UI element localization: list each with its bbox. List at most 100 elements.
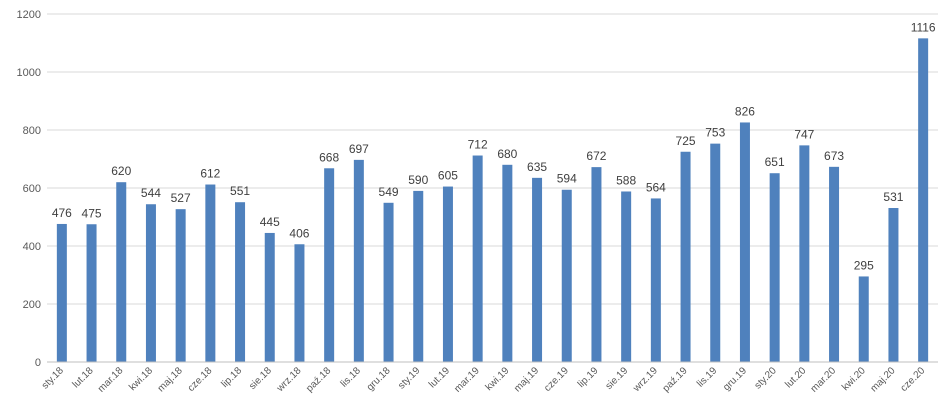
- bar: [175, 209, 186, 362]
- data-label: 445: [260, 215, 280, 229]
- data-label: 673: [824, 149, 844, 163]
- y-tick-label: 800: [23, 125, 41, 137]
- x-tick-label: paź.19: [661, 365, 690, 394]
- x-tick-label: sty.18: [40, 365, 66, 391]
- data-label: 612: [200, 167, 220, 181]
- y-tick-label: 1200: [17, 9, 41, 21]
- x-tick-label: lip.19: [576, 365, 601, 390]
- bar: [918, 38, 929, 363]
- x-tick-label: mar.18: [96, 365, 126, 395]
- x-axis-ticks: sty.18 lut.18 mar.18 kwi.18 maj.18 cze.18 lip.…: [40, 365, 928, 395]
- bar: [116, 182, 127, 362]
- bar: [383, 202, 394, 362]
- data-label: 1116: [911, 20, 936, 34]
- bar: [264, 232, 275, 362]
- x-tick-label: gru.18: [365, 365, 393, 393]
- bar: [205, 184, 216, 362]
- x-tick-label: mar.20: [809, 365, 839, 395]
- gridlines: [47, 13, 938, 305]
- x-tick-label: wrz.18: [274, 365, 304, 395]
- bar: [591, 167, 602, 362]
- bar: [235, 202, 246, 362]
- data-label: 826: [735, 104, 755, 118]
- x-tick-label: lut.19: [427, 365, 452, 390]
- data-label: 475: [82, 206, 102, 220]
- bar: [472, 155, 483, 362]
- x-tick-label: maj.20: [869, 365, 898, 394]
- bar: [56, 223, 67, 362]
- data-label: 651: [765, 155, 785, 169]
- bar: [413, 190, 424, 362]
- data-label: 620: [111, 164, 131, 178]
- x-tick-label: sty.19: [396, 365, 422, 391]
- data-label: 531: [883, 190, 903, 204]
- y-tick-label: 400: [23, 241, 41, 253]
- data-label: 605: [438, 169, 458, 183]
- data-label: 635: [527, 160, 547, 174]
- bars: [56, 38, 929, 363]
- bar: [324, 168, 335, 362]
- bar: [442, 186, 453, 362]
- data-labels: 476 475 620 544 527 612 551 445 406 668 697 549 590 6…: [52, 20, 936, 272]
- data-label: 747: [794, 127, 814, 141]
- bar: [561, 189, 572, 362]
- x-tick-label: cze.19: [542, 365, 571, 394]
- data-label: 588: [616, 173, 636, 187]
- x-tick-label: sty.20: [753, 365, 779, 391]
- data-label: 680: [497, 147, 517, 161]
- x-tick-label: paź.18: [304, 365, 333, 394]
- data-label: 476: [52, 206, 72, 220]
- y-tick-label: 200: [23, 299, 41, 311]
- y-tick-label: 1000: [17, 67, 41, 79]
- x-tick-label: wrz.19: [631, 365, 661, 395]
- bar: [650, 198, 661, 362]
- data-label: 672: [586, 149, 606, 163]
- x-tick-label: kwi.19: [484, 365, 512, 393]
- bar: [888, 208, 899, 362]
- data-label: 295: [854, 258, 874, 272]
- data-label: 753: [705, 126, 725, 140]
- x-tick-label: sie.19: [604, 365, 631, 392]
- bar: [86, 224, 97, 362]
- data-label: 549: [379, 185, 399, 199]
- x-tick-label: kwi.20: [840, 365, 868, 393]
- data-label: 712: [468, 138, 488, 152]
- bar: [532, 177, 543, 362]
- data-label: 697: [349, 142, 369, 156]
- x-tick-label: sie.18: [247, 365, 274, 392]
- x-tick-label: lut.20: [783, 365, 808, 390]
- data-label: 527: [171, 191, 191, 205]
- bar: [294, 244, 305, 362]
- y-axis-ticks: 0 200 400 600 800 1000 1200: [17, 9, 41, 369]
- y-tick-label: 0: [35, 357, 41, 369]
- bar: [739, 122, 750, 363]
- x-tick-label: cze.20: [899, 365, 928, 394]
- bar: [799, 145, 810, 362]
- bar: [769, 173, 780, 362]
- bar: [353, 159, 364, 362]
- data-label: 725: [676, 134, 696, 148]
- data-label: 551: [230, 184, 250, 198]
- bar: [680, 151, 691, 362]
- bar: [621, 191, 632, 362]
- x-tick-label: maj.19: [512, 365, 541, 394]
- data-label: 564: [646, 180, 666, 194]
- x-tick-label: cze.18: [186, 365, 215, 394]
- x-tick-label: lis.19: [695, 365, 720, 390]
- x-tick-label: lip.18: [219, 365, 244, 390]
- bar: [858, 276, 869, 362]
- data-label: 590: [408, 173, 428, 187]
- bar: [710, 143, 721, 362]
- data-label: 668: [319, 150, 339, 164]
- data-label: 406: [289, 226, 309, 240]
- x-tick-label: mar.19: [452, 365, 482, 395]
- bar: [829, 166, 840, 362]
- bar: [145, 204, 156, 362]
- x-tick-label: gru.19: [721, 365, 749, 393]
- x-tick-label: lis.18: [339, 365, 364, 390]
- x-tick-label: lut.18: [71, 365, 96, 390]
- data-label: 544: [141, 186, 161, 200]
- data-label: 594: [557, 172, 577, 186]
- y-tick-label: 600: [23, 183, 41, 195]
